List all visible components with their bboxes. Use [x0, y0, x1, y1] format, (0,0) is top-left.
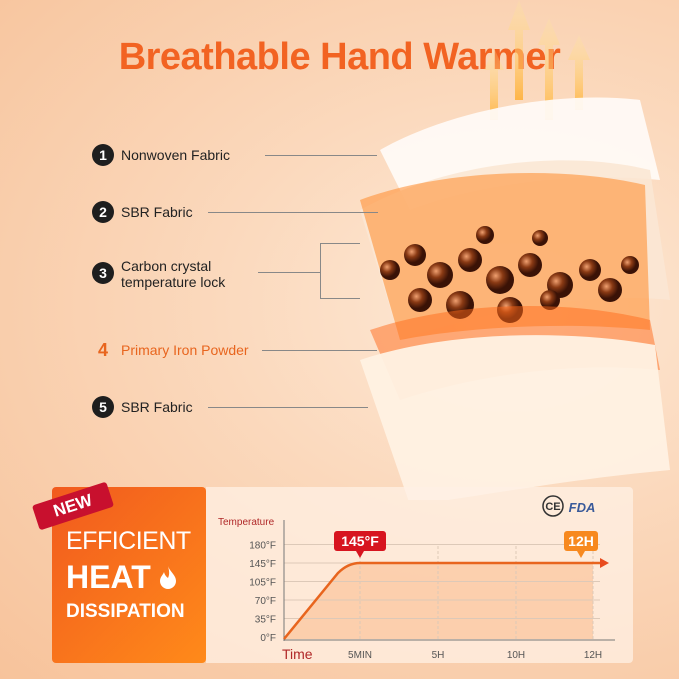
- annotation-badge: [334, 531, 386, 551]
- leader-line: [265, 155, 377, 156]
- product-layers-illustration: [360, 0, 670, 500]
- x-tick-label: 10H: [507, 650, 525, 661]
- layer-text: Nonwoven Fabric: [121, 147, 230, 163]
- efficient-heat-badge: NEW EFFICIENT HEAT DISSIPATION: [31, 481, 206, 663]
- y-tick-label: 105°F: [249, 578, 276, 589]
- leader-line: [320, 298, 360, 299]
- badge-line3: DISSIPATION: [66, 601, 185, 622]
- leader-bracket: [320, 243, 321, 298]
- annotation-pointer: [356, 551, 364, 558]
- page-title: Breathable Hand Warmer: [118, 36, 561, 78]
- y-tick-label: 145°F: [249, 559, 276, 570]
- annotation-label: 12H: [568, 533, 594, 549]
- layer-text: temperature lock: [121, 274, 226, 290]
- layer-label-5: 5 SBR Fabric: [92, 396, 193, 418]
- layer-label-3: 3 Carbon crystal temperature lock: [92, 258, 225, 290]
- y-tick-label: 180°F: [249, 541, 276, 552]
- layer-label-1: 1 Nonwoven Fabric: [92, 144, 230, 166]
- arrow-head-icon: [600, 558, 609, 568]
- layer-text: Primary Iron Powder: [121, 342, 249, 358]
- y-tick-label: 70°F: [255, 596, 276, 607]
- number-badge: 4: [97, 339, 108, 360]
- fda-logo: FDA: [569, 500, 596, 515]
- temperature-line: [283, 561, 600, 640]
- leader-line: [320, 243, 360, 244]
- layer-label-4: 4 Primary Iron Powder: [92, 339, 249, 361]
- flame-icon: [159, 565, 176, 589]
- number-badge: 2: [92, 201, 114, 223]
- x-tick-label: 5MIN: [348, 650, 372, 661]
- x-axis-label: Time: [282, 646, 313, 662]
- x-tick-label: 5H: [432, 650, 445, 661]
- x-tick-label: 12H: [584, 650, 602, 661]
- layer-text: Carbon crystal: [121, 258, 212, 274]
- layer-label-2: 2 SBR Fabric: [92, 201, 193, 223]
- y-tick-label: 35°F: [255, 615, 276, 626]
- number-badge: 3: [92, 262, 114, 284]
- certification-logos: CE FDA: [542, 495, 596, 517]
- leader-line: [262, 350, 377, 351]
- number-badge: 5: [92, 396, 114, 418]
- leader-line: [258, 272, 320, 273]
- annotation-label: 145°F: [341, 533, 379, 549]
- annotation-badge: [564, 531, 598, 551]
- y-axis-label: Temperature: [218, 517, 275, 528]
- layer-text: SBR Fabric: [121, 204, 193, 220]
- ce-logo: CE: [545, 501, 560, 513]
- leader-line: [208, 407, 368, 408]
- number-badge: 1: [92, 144, 114, 166]
- layer-text: SBR Fabric: [121, 399, 193, 415]
- badge-line1: EFFICIENT: [66, 527, 191, 555]
- leader-line: [208, 212, 378, 213]
- badge-line2: HEAT: [66, 559, 151, 595]
- y-tick-label: 0°F: [260, 633, 276, 644]
- annotation-pointer: [577, 551, 585, 558]
